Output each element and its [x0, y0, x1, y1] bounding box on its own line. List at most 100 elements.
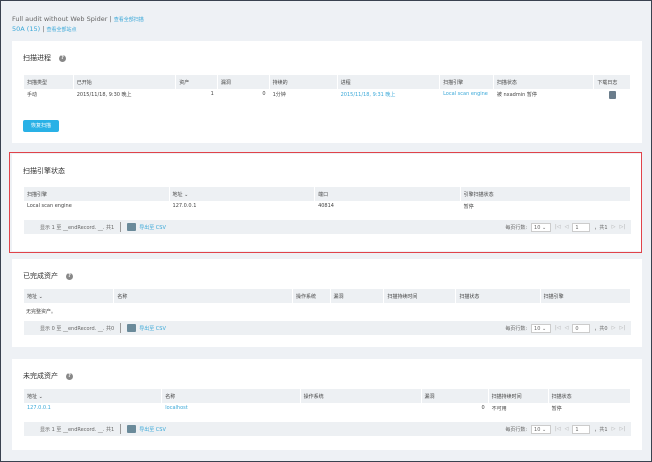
column-header[interactable]: 下载日志: [594, 75, 630, 89]
column-header[interactable]: 扫描引擎: [24, 187, 169, 201]
table-cell: 暂停: [463, 204, 474, 210]
column-header[interactable]: 扫描状态: [493, 75, 594, 89]
table-cell: 不可用: [491, 406, 507, 412]
highlight-box: [9, 152, 642, 253]
first-page-icon[interactable]: |◁: [555, 224, 561, 230]
next-page-icon[interactable]: ▷: [611, 426, 616, 432]
table-cell: 被 nxadmin 暂停: [496, 92, 537, 98]
page-input[interactable]: 1: [572, 424, 591, 434]
record-count: 显示 1 至 __endRecord. __. 共1: [40, 224, 115, 231]
total-pages: ，共1: [594, 224, 608, 231]
column-header[interactable]: 端口: [315, 187, 460, 201]
pager: 每页行数: 10 ⌄ |◁ ◁ 1 ，共1 ▷ ▷|: [505, 424, 631, 434]
record-count: 显示 0 至 __endRecord. __. 共0: [40, 325, 115, 332]
rows-per-page-label: 每页行数:: [505, 325, 528, 332]
site-link[interactable]: 50A (15): [12, 25, 41, 33]
first-page-icon[interactable]: |◁: [555, 325, 561, 331]
help-icon[interactable]: ?: [66, 272, 73, 280]
column-header[interactable]: 名称: [114, 289, 292, 303]
column-header[interactable]: 漏洞: [330, 289, 384, 303]
empty-message: 无完整资产。: [26, 309, 57, 315]
table-cell: 1分钟: [272, 92, 286, 98]
total-pages: ，共1: [594, 426, 608, 433]
table-cell: 暂停: [551, 406, 562, 412]
next-page-icon[interactable]: ▷: [611, 325, 616, 331]
table-footer: 显示 1 至 __endRecord. __. 共1 导出至 CSV 每页行数: 10…: [24, 422, 631, 436]
header-row: 地址 ⌄ 名称 操作系统 漏洞 扫描持续时间 扫描状态: [24, 389, 630, 403]
table-row: 127.0.0.1 localhost 0 不可用 暂停: [24, 403, 630, 414]
table-cell[interactable]: localhost: [165, 405, 188, 411]
table-footer: 显示 1 至 __endRecord. __. 共1 导出至 CSV 每页行数: 10…: [24, 220, 631, 234]
column-header[interactable]: 漏洞: [421, 389, 488, 403]
first-page-icon[interactable]: |◁: [555, 426, 561, 432]
table-cell: [301, 403, 421, 414]
table-cell: 0: [262, 91, 266, 97]
engine-status-table: 扫描引擎 地址 ⌄ 端口 引擎扫描状态 Local scan engine 127.0.0…: [23, 187, 631, 212]
prev-page-icon[interactable]: ◁: [564, 325, 569, 331]
page-input[interactable]: 1: [572, 222, 591, 232]
column-header[interactable]: 地址 ⌄: [24, 289, 114, 303]
rows-per-page-label: 每页行数:: [505, 426, 528, 433]
section-title: 扫描引擎状态: [23, 167, 65, 175]
export-csv-button[interactable]: 导出至 CSV: [127, 425, 166, 433]
table-cell: 127.0.0.1: [172, 203, 197, 209]
table-cell[interactable]: 2015/11/18, 9:31 晚上: [340, 92, 396, 98]
pager: 每页行数: 10 ⌄ |◁ ◁ 0 ，共0 ▷ ▷|: [505, 323, 631, 333]
column-header[interactable]: 操作系统: [292, 289, 330, 303]
next-page-icon[interactable]: ▷: [611, 224, 616, 230]
header-row: 扫描类型 已开始 资产 漏洞 持续的 进程 扫描引擎 扫描状态 下载日志: [24, 75, 630, 89]
table-cell[interactable]: Local scan engine: [443, 91, 488, 97]
rows-per-page-select[interactable]: 10 ⌄: [531, 323, 552, 333]
column-header[interactable]: 已开始: [73, 75, 176, 89]
column-header[interactable]: 扫描持续时间: [384, 289, 456, 303]
column-header[interactable]: 资产: [176, 75, 217, 89]
header-row: 地址 ⌄ 名称 操作系统 漏洞 扫描持续时间 扫描状态 扫描引擎: [24, 289, 630, 303]
table-cell[interactable]: 127.0.0.1: [27, 405, 51, 411]
help-icon[interactable]: ?: [59, 54, 66, 62]
table-cell: 0: [481, 405, 485, 411]
pager: 每页行数: 10 ⌄ |◁ ◁ 1 ，共1 ▷ ▷|: [505, 222, 631, 232]
column-header[interactable]: 扫描类型: [24, 75, 73, 89]
export-csv-label: 导出至 CSV: [139, 325, 166, 332]
table-row: 手动 2015/11/18, 9:30 晚上 1 0 1分钟 2015/11/18, 9:…: [24, 89, 630, 101]
table-cell: 手动: [27, 92, 38, 98]
view-all-sites-link[interactable]: 查看全部站点: [46, 27, 77, 33]
table-cell: Local scan engine: [27, 203, 72, 209]
column-header[interactable]: 引擎扫描状态: [460, 187, 630, 201]
column-header[interactable]: 扫描状态: [456, 289, 540, 303]
column-header[interactable]: 扫描状态: [548, 389, 630, 403]
help-icon[interactable]: ?: [66, 372, 73, 380]
table-row: Local scan engine 127.0.0.1 40814 暂停: [24, 201, 630, 212]
completed-assets-table: 地址 ⌄ 名称 操作系统 漏洞 扫描持续时间 扫描状态 扫描引擎: [23, 289, 631, 303]
column-header[interactable]: 操作系统: [300, 389, 421, 403]
column-header[interactable]: 地址 ⌄: [24, 389, 162, 403]
column-header[interactable]: 扫描引擎: [440, 75, 493, 89]
prev-page-icon[interactable]: ◁: [564, 426, 569, 432]
column-header[interactable]: 进程: [337, 75, 440, 89]
last-page-icon[interactable]: ▷|: [619, 426, 625, 432]
divider: [120, 424, 122, 434]
column-header[interactable]: 地址 ⌄: [169, 187, 315, 201]
printer-icon: [127, 223, 137, 231]
incomplete-assets-card: 未完成资产? 地址 ⌄ 名称 操作系统 漏洞 扫描持续时间 扫描状态 127.0.0.1 lo…: [12, 359, 642, 450]
rows-per-page-select[interactable]: 10 ⌄: [531, 424, 552, 434]
column-header[interactable]: 持续的: [269, 75, 337, 89]
resume-scan-button[interactable]: 恢复扫描: [23, 120, 60, 132]
page-input[interactable]: 0: [572, 323, 591, 333]
download-log-icon[interactable]: [608, 91, 616, 99]
last-page-icon[interactable]: ▷|: [619, 325, 625, 331]
view-all-scans-link[interactable]: 查看全部扫描: [113, 17, 144, 23]
rows-per-page-label: 每页行数:: [505, 224, 528, 231]
export-csv-button[interactable]: 导出至 CSV: [127, 223, 166, 231]
last-page-icon[interactable]: ▷|: [619, 224, 625, 230]
export-csv-button[interactable]: 导出至 CSV: [127, 324, 166, 332]
column-header[interactable]: 扫描引擎: [540, 289, 630, 303]
column-header[interactable]: 名称: [162, 389, 300, 403]
divider: [120, 222, 122, 232]
table-cell: 40814: [318, 203, 334, 209]
column-header[interactable]: 漏洞: [217, 75, 269, 89]
prev-page-icon[interactable]: ◁: [564, 224, 569, 230]
rows-per-page-select[interactable]: 10 ⌄: [531, 222, 552, 232]
export-csv-label: 导出至 CSV: [139, 426, 166, 433]
column-header[interactable]: 扫描持续时间: [488, 389, 548, 403]
